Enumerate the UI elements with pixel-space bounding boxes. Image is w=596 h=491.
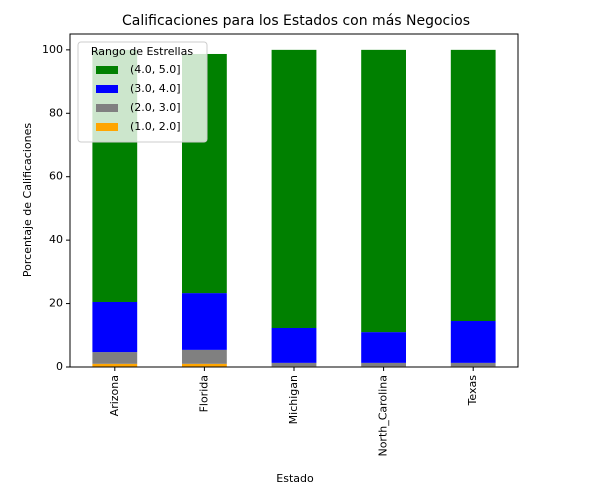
legend-label: (4.0, 5.0] — [130, 63, 181, 76]
x-tick-label: Florida — [197, 375, 210, 412]
bar-segment — [450, 362, 496, 367]
y-tick-label: 40 — [49, 233, 63, 246]
legend-swatch — [96, 104, 118, 112]
bar-segment — [361, 332, 406, 363]
x-tick-label: Michigan — [287, 375, 300, 424]
bar-segment — [92, 363, 138, 367]
bar-segment — [271, 49, 317, 328]
bar-segment — [182, 293, 227, 350]
legend-swatch — [96, 66, 118, 74]
bar-segment — [450, 321, 496, 363]
y-tick-label: 0 — [56, 360, 63, 373]
x-tick-label: Arizona — [108, 375, 121, 416]
bar-segment — [92, 352, 138, 364]
bar-segment — [361, 362, 406, 367]
legend-label: (3.0, 4.0] — [130, 82, 181, 95]
legend-title: Rango de Estrellas — [91, 45, 193, 58]
x-tick-label: Texas — [466, 375, 479, 407]
bar-segment — [271, 327, 317, 363]
bar-segment — [361, 49, 406, 333]
y-axis-label: Porcentaje de Calificaciones — [21, 123, 34, 277]
x-tick-label: North_Carolina — [377, 375, 390, 457]
bar-segment — [182, 349, 227, 364]
x-axis-label: Estado — [276, 472, 314, 485]
bar-segment — [271, 362, 317, 367]
chart-title: Calificaciones para los Estados con más … — [122, 13, 470, 29]
y-tick-label: 100 — [42, 43, 63, 56]
legend-swatch — [96, 85, 118, 93]
y-tick-label: 80 — [49, 106, 63, 119]
y-tick-label: 60 — [49, 170, 63, 183]
plot-frame — [69, 33, 519, 368]
legend-label: (2.0, 3.0] — [130, 101, 181, 114]
legend-swatch — [96, 123, 118, 131]
bar-segment — [182, 363, 227, 367]
bar-segment — [92, 301, 138, 353]
y-tick-label: 20 — [49, 297, 63, 310]
bar-segment — [450, 49, 496, 322]
legend-label: (1.0, 2.0] — [130, 120, 181, 133]
